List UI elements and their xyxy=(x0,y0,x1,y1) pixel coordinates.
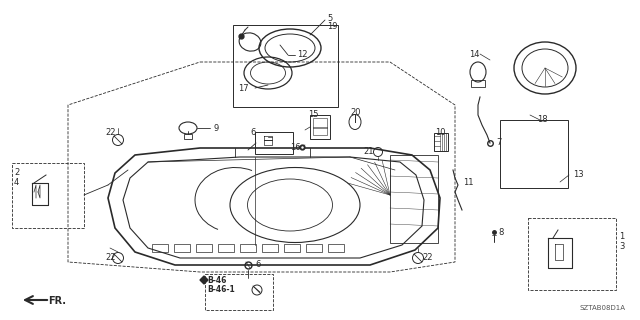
Bar xyxy=(152,244,168,252)
Bar xyxy=(310,115,330,139)
Bar xyxy=(471,80,485,87)
Bar xyxy=(434,133,448,151)
Text: 13: 13 xyxy=(573,170,584,179)
Text: 22: 22 xyxy=(422,253,433,262)
Text: 19: 19 xyxy=(327,22,337,31)
Bar xyxy=(328,244,344,252)
Text: 3: 3 xyxy=(619,242,625,251)
Text: 18: 18 xyxy=(537,115,548,124)
Text: 21: 21 xyxy=(363,147,374,156)
Bar xyxy=(205,274,273,310)
Text: B-46-1: B-46-1 xyxy=(207,285,235,294)
Text: 12: 12 xyxy=(297,50,307,59)
Text: 9: 9 xyxy=(213,124,218,133)
Text: 5: 5 xyxy=(327,14,332,23)
Text: 6: 6 xyxy=(250,128,255,137)
Text: 2: 2 xyxy=(14,168,19,177)
Text: FR.: FR. xyxy=(48,296,66,306)
Bar xyxy=(284,244,300,252)
Bar xyxy=(390,155,438,243)
Bar xyxy=(233,25,338,107)
Text: 1: 1 xyxy=(619,232,624,241)
Polygon shape xyxy=(200,276,208,284)
Text: 22: 22 xyxy=(105,128,115,137)
Text: B-46: B-46 xyxy=(207,276,227,285)
Text: 8: 8 xyxy=(498,228,504,237)
Bar xyxy=(174,244,190,252)
Bar xyxy=(313,127,327,135)
Text: 15: 15 xyxy=(308,110,319,119)
Text: 4: 4 xyxy=(14,178,19,187)
Bar xyxy=(32,183,48,205)
Text: 14: 14 xyxy=(469,50,479,59)
Bar xyxy=(255,132,293,154)
Bar xyxy=(500,120,568,188)
Bar xyxy=(306,244,322,252)
Bar xyxy=(313,118,327,128)
Bar xyxy=(184,134,192,139)
Bar xyxy=(528,218,616,290)
Bar xyxy=(218,244,234,252)
Text: SZTAB08D1A: SZTAB08D1A xyxy=(579,305,625,311)
Text: 6: 6 xyxy=(255,260,260,269)
Text: 10: 10 xyxy=(435,128,445,137)
Text: 7: 7 xyxy=(496,138,501,147)
Text: 16: 16 xyxy=(290,143,301,152)
Bar xyxy=(262,244,278,252)
Text: 11: 11 xyxy=(463,178,474,187)
Bar xyxy=(12,163,84,228)
Text: 20: 20 xyxy=(350,108,360,117)
Bar xyxy=(196,244,212,252)
Text: 17: 17 xyxy=(238,84,248,93)
Bar xyxy=(240,244,256,252)
Text: 22: 22 xyxy=(105,253,115,262)
